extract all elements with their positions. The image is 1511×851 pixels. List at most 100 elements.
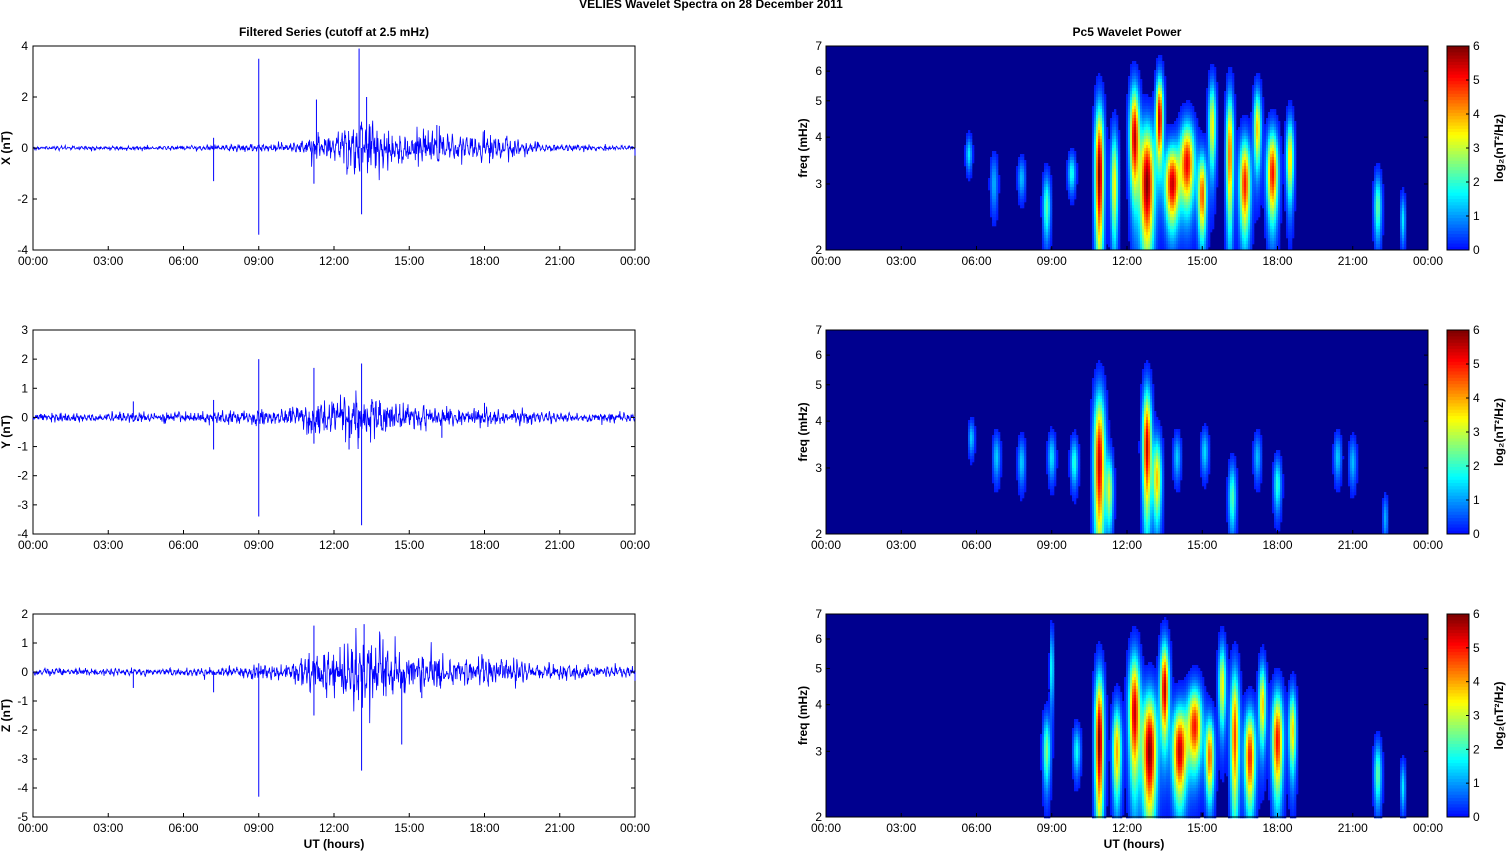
- heatmap-cell: [1188, 100, 1191, 104]
- heatmap-cell: [1242, 190, 1245, 194]
- heatmap-cell: [1100, 211, 1103, 215]
- heatmap-cell: [1248, 199, 1251, 203]
- x-tick-label: 00:00: [620, 538, 650, 552]
- heatmap-cell: [1024, 190, 1027, 194]
- heatmap-cell: [1136, 172, 1139, 176]
- heatmap-cell: [1266, 118, 1269, 122]
- heatmap-cell: [1168, 223, 1171, 227]
- heatmap-cell: [1166, 151, 1169, 155]
- heatmap-cell: [1016, 184, 1019, 188]
- heatmap-cell: [1260, 103, 1263, 107]
- heatmap-cell: [1232, 190, 1235, 194]
- heatmap-cell: [1400, 211, 1403, 215]
- heatmap-cell: [1144, 127, 1147, 131]
- heatmap-cell: [1156, 142, 1159, 146]
- heatmap-cell: [1092, 133, 1095, 137]
- heatmap-cell: [1204, 139, 1207, 143]
- heatmap-cell: [1266, 142, 1269, 146]
- heatmap-cell: [1274, 154, 1277, 158]
- heatmap-cell: [1276, 229, 1279, 233]
- heatmap-cell: [1190, 169, 1193, 173]
- heatmap-cell: [1380, 214, 1383, 218]
- heatmap-cell: [966, 166, 969, 170]
- heatmap-cell: [1108, 214, 1111, 218]
- heatmap-cell: [1210, 100, 1213, 104]
- heatmap-cell: [1184, 190, 1187, 194]
- heatmap-cell: [1168, 199, 1171, 203]
- heatmap-cell: [1146, 169, 1149, 173]
- heatmap-cell: [1100, 100, 1103, 104]
- heatmap-cell: [1024, 187, 1027, 191]
- heatmap-cell: [1238, 127, 1241, 131]
- heatmap-cell: [1244, 211, 1247, 215]
- heatmap-cell: [1214, 76, 1217, 80]
- heatmap-cell: [1198, 127, 1201, 131]
- heatmap-cell: [1238, 229, 1241, 233]
- heatmap-cell: [1146, 121, 1149, 125]
- heatmap-cell: [1110, 136, 1113, 140]
- heatmap-cell: [1230, 205, 1233, 209]
- heatmap-cell: [1178, 154, 1181, 158]
- heatmap-cell: [1216, 91, 1219, 95]
- heatmap-cell: [1132, 232, 1135, 236]
- heatmap-cell: [1198, 217, 1201, 221]
- heatmap-cell: [1148, 184, 1151, 188]
- heatmap-cell: [1174, 181, 1177, 185]
- heatmap-cell: [1150, 139, 1153, 143]
- heatmap-cell: [1128, 148, 1131, 152]
- heatmap-cell: [1276, 196, 1279, 200]
- heatmap-cell: [1142, 97, 1145, 101]
- heatmap-cell: [1254, 118, 1257, 122]
- heatmap-cell: [1050, 211, 1053, 215]
- heatmap-cell: [1214, 97, 1217, 101]
- heatmap-cell: [1212, 154, 1215, 158]
- heatmap-cell: [1212, 67, 1215, 71]
- heatmap-cell: [1272, 211, 1275, 215]
- heatmap-cell: [1104, 151, 1107, 155]
- heatmap-cell: [1156, 202, 1159, 206]
- heatmap-cell: [1170, 175, 1173, 179]
- heatmap-cell: [1096, 103, 1099, 107]
- heatmap-cell: [1266, 139, 1269, 143]
- heatmap-cell: [1162, 223, 1165, 227]
- heatmap-cell: [1110, 169, 1113, 173]
- heatmap-cell: [1372, 190, 1375, 194]
- heatmap-cell: [1188, 145, 1191, 149]
- heatmap-cell: [1094, 109, 1097, 113]
- heatmap-cell: [1156, 91, 1159, 95]
- heatmap-cell: [1108, 175, 1111, 179]
- heatmap-cell: [1242, 211, 1245, 215]
- heatmap-cell: [1126, 112, 1129, 116]
- heatmap-cell: [1182, 211, 1185, 215]
- heatmap-cell: [1224, 145, 1227, 149]
- heatmap-cell: [1206, 172, 1209, 176]
- heatmap-cell: [1278, 229, 1281, 233]
- heatmap-cell: [1184, 136, 1187, 140]
- heatmap-cell: [1142, 142, 1145, 146]
- heatmap-cell: [1244, 157, 1247, 161]
- heatmap-cell: [1260, 100, 1263, 104]
- heatmap-cell: [1128, 220, 1131, 224]
- heatmap-cell: [1164, 154, 1167, 158]
- heatmap-cell: [1288, 223, 1291, 227]
- heatmap-cell: [1252, 145, 1255, 149]
- heatmap-cell: [1200, 130, 1203, 134]
- heatmap-cell: [1070, 148, 1073, 152]
- heatmap-cell: [1202, 145, 1205, 149]
- heatmap-cell: [1046, 172, 1049, 176]
- heatmap-cell: [1148, 106, 1151, 110]
- heatmap-cell: [1160, 94, 1163, 98]
- heatmap-cell: [1202, 157, 1205, 161]
- heatmap-cell: [1106, 208, 1109, 212]
- heatmap-cell: [1240, 181, 1243, 185]
- heatmap-cell: [1262, 196, 1265, 200]
- heatmap-cell: [1196, 118, 1199, 122]
- heatmap-cell: [1236, 205, 1239, 209]
- heatmap-cell: [1246, 178, 1249, 182]
- heatmap-cell: [1248, 169, 1251, 173]
- heatmap-cell: [1048, 190, 1051, 194]
- heatmap-cell: [1094, 148, 1097, 152]
- heatmap-cell: [1178, 142, 1181, 146]
- heatmap-cell: [1278, 187, 1281, 191]
- heatmap-cell: [1200, 226, 1203, 230]
